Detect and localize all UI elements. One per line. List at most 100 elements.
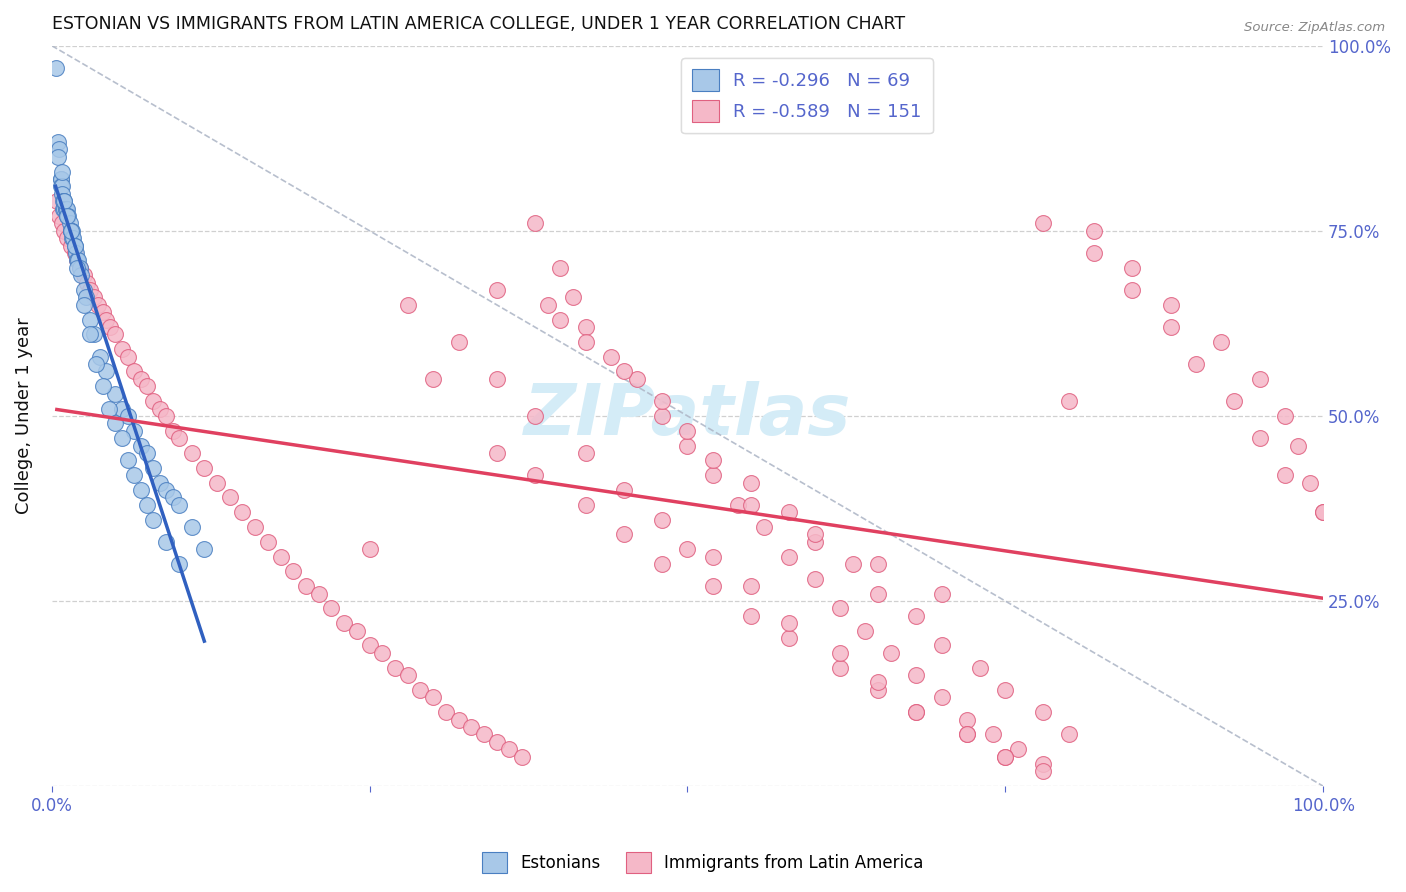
Legend: R = -0.296   N = 69, R = -0.589   N = 151: R = -0.296 N = 69, R = -0.589 N = 151 bbox=[681, 58, 932, 133]
Point bbox=[58, 209, 80, 223]
Point bbox=[104, 327, 127, 342]
Point bbox=[510, 749, 533, 764]
Point bbox=[575, 498, 598, 512]
Point bbox=[104, 417, 127, 431]
Point bbox=[66, 253, 89, 268]
Point bbox=[803, 572, 825, 586]
Point bbox=[55, 202, 77, 216]
Point bbox=[905, 705, 928, 719]
Point bbox=[1057, 727, 1080, 741]
Point bbox=[52, 194, 75, 209]
Point bbox=[550, 312, 572, 326]
Point bbox=[562, 290, 585, 304]
Point bbox=[727, 498, 749, 512]
Point bbox=[485, 735, 508, 749]
Point bbox=[1160, 320, 1182, 334]
Point bbox=[63, 238, 86, 252]
Point bbox=[371, 646, 394, 660]
Point bbox=[905, 608, 928, 623]
Point bbox=[981, 727, 1004, 741]
Point bbox=[880, 646, 903, 660]
Point bbox=[803, 534, 825, 549]
Point bbox=[180, 520, 202, 534]
Point bbox=[868, 586, 890, 600]
Point bbox=[778, 549, 800, 564]
Point bbox=[84, 357, 107, 371]
Point bbox=[956, 727, 979, 741]
Legend: Estonians, Immigrants from Latin America: Estonians, Immigrants from Latin America bbox=[475, 846, 931, 880]
Point bbox=[956, 727, 979, 741]
Point bbox=[651, 512, 673, 526]
Point bbox=[295, 579, 318, 593]
Point bbox=[136, 498, 159, 512]
Point bbox=[434, 705, 457, 719]
Point bbox=[676, 542, 699, 557]
Text: Source: ZipAtlas.com: Source: ZipAtlas.com bbox=[1244, 21, 1385, 34]
Point bbox=[359, 639, 381, 653]
Point bbox=[72, 298, 94, 312]
Point bbox=[193, 460, 215, 475]
Point bbox=[53, 224, 76, 238]
Point bbox=[136, 446, 159, 460]
Point bbox=[66, 260, 89, 275]
Point bbox=[60, 231, 83, 245]
Point bbox=[124, 424, 146, 438]
Point bbox=[48, 209, 70, 223]
Point bbox=[98, 320, 121, 334]
Point bbox=[69, 260, 91, 275]
Point bbox=[155, 483, 177, 497]
Point bbox=[460, 720, 482, 734]
Point bbox=[575, 446, 598, 460]
Point bbox=[321, 601, 343, 615]
Point bbox=[218, 491, 240, 505]
Point bbox=[778, 505, 800, 519]
Point bbox=[117, 350, 139, 364]
Point bbox=[55, 202, 77, 216]
Point bbox=[868, 682, 890, 697]
Point bbox=[1083, 224, 1105, 238]
Point bbox=[83, 327, 105, 342]
Point bbox=[626, 372, 648, 386]
Point bbox=[1160, 298, 1182, 312]
Point bbox=[75, 290, 97, 304]
Point bbox=[51, 216, 73, 230]
Point bbox=[308, 586, 330, 600]
Point bbox=[828, 646, 851, 660]
Point bbox=[46, 150, 69, 164]
Point bbox=[702, 549, 724, 564]
Point bbox=[651, 409, 673, 423]
Point bbox=[58, 216, 80, 230]
Point bbox=[76, 276, 98, 290]
Y-axis label: College, Under 1 year: College, Under 1 year bbox=[15, 318, 32, 515]
Point bbox=[1007, 742, 1029, 756]
Point bbox=[149, 401, 172, 416]
Point bbox=[1032, 764, 1054, 779]
Point bbox=[205, 475, 228, 490]
Point bbox=[124, 364, 146, 378]
Point bbox=[56, 231, 79, 245]
Point bbox=[868, 675, 890, 690]
Point bbox=[129, 372, 152, 386]
Point bbox=[49, 179, 72, 194]
Point bbox=[778, 631, 800, 645]
Point bbox=[129, 438, 152, 452]
Point bbox=[740, 498, 762, 512]
Point bbox=[1312, 505, 1334, 519]
Point bbox=[59, 238, 82, 252]
Point bbox=[180, 446, 202, 460]
Point bbox=[117, 409, 139, 423]
Point bbox=[346, 624, 368, 638]
Point bbox=[994, 749, 1017, 764]
Point bbox=[167, 431, 190, 445]
Point bbox=[931, 586, 953, 600]
Point bbox=[778, 616, 800, 631]
Point bbox=[155, 409, 177, 423]
Point bbox=[994, 682, 1017, 697]
Point bbox=[422, 690, 444, 705]
Point bbox=[97, 401, 120, 416]
Point bbox=[740, 475, 762, 490]
Point bbox=[48, 142, 70, 156]
Point bbox=[1083, 246, 1105, 260]
Point bbox=[931, 690, 953, 705]
Point bbox=[1286, 438, 1309, 452]
